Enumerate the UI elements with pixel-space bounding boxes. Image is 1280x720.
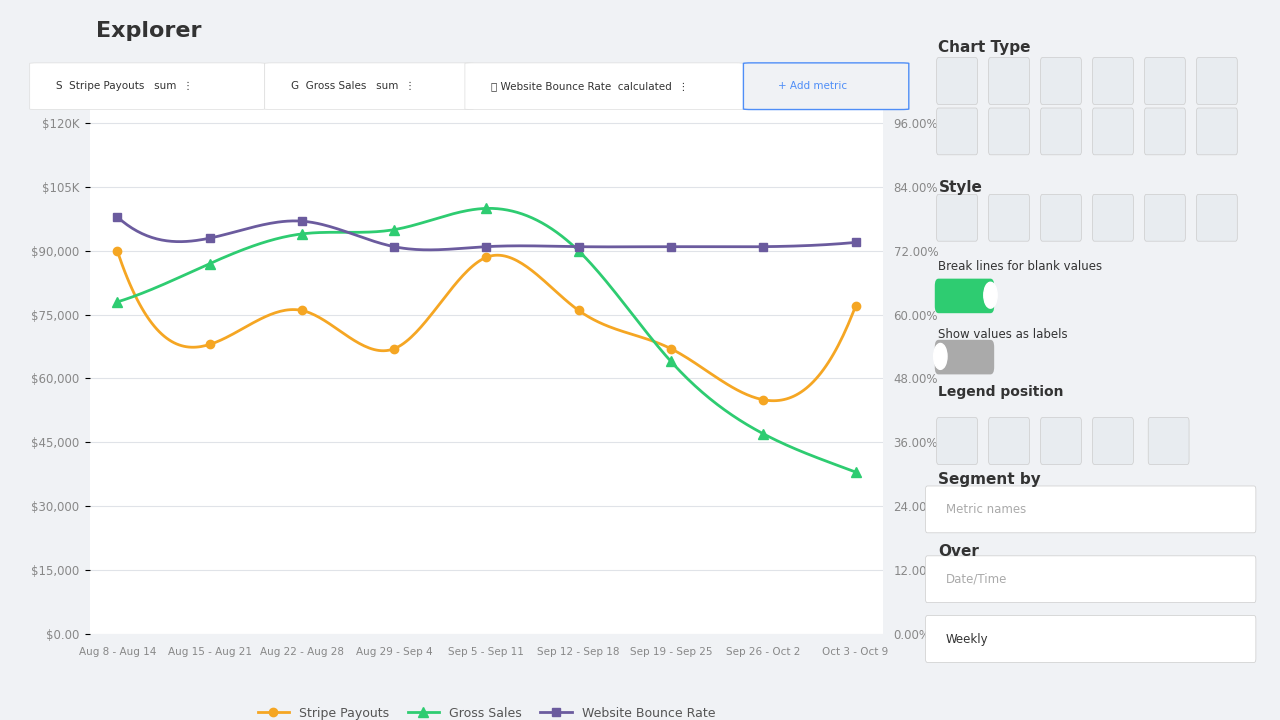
FancyBboxPatch shape bbox=[988, 418, 1029, 464]
Text: Metric names: Metric names bbox=[946, 503, 1027, 516]
Text: Break lines for blank values: Break lines for blank values bbox=[938, 260, 1102, 273]
Text: Style: Style bbox=[938, 180, 982, 195]
Text: Segment by: Segment by bbox=[938, 472, 1041, 487]
FancyBboxPatch shape bbox=[1144, 108, 1185, 155]
FancyBboxPatch shape bbox=[1148, 418, 1189, 464]
FancyBboxPatch shape bbox=[925, 556, 1256, 603]
Text: Show values as labels: Show values as labels bbox=[938, 328, 1068, 341]
FancyBboxPatch shape bbox=[265, 63, 474, 109]
FancyBboxPatch shape bbox=[1041, 194, 1082, 241]
FancyBboxPatch shape bbox=[937, 108, 978, 155]
FancyBboxPatch shape bbox=[937, 418, 978, 464]
FancyBboxPatch shape bbox=[1197, 58, 1238, 104]
FancyBboxPatch shape bbox=[988, 108, 1029, 155]
FancyBboxPatch shape bbox=[1041, 58, 1082, 104]
Text: Over: Over bbox=[938, 544, 979, 559]
FancyBboxPatch shape bbox=[1093, 58, 1133, 104]
Text: Chart Type: Chart Type bbox=[938, 40, 1030, 55]
Text: Legend position: Legend position bbox=[938, 385, 1064, 400]
Text: Date/Time: Date/Time bbox=[946, 572, 1007, 585]
Text: 📊 Website Bounce Rate  calculated  ⋮: 📊 Website Bounce Rate calculated ⋮ bbox=[492, 81, 689, 91]
FancyBboxPatch shape bbox=[29, 63, 265, 109]
FancyBboxPatch shape bbox=[1144, 194, 1185, 241]
FancyBboxPatch shape bbox=[937, 58, 978, 104]
Text: Explorer: Explorer bbox=[96, 21, 201, 40]
FancyBboxPatch shape bbox=[934, 340, 995, 374]
FancyBboxPatch shape bbox=[925, 616, 1256, 662]
FancyBboxPatch shape bbox=[1041, 108, 1082, 155]
Circle shape bbox=[984, 282, 997, 308]
Text: G  Gross Sales   sum  ⋮: G Gross Sales sum ⋮ bbox=[291, 81, 415, 91]
FancyBboxPatch shape bbox=[1093, 194, 1133, 241]
FancyBboxPatch shape bbox=[465, 63, 744, 109]
Text: S  Stripe Payouts   sum  ⋮: S Stripe Payouts sum ⋮ bbox=[56, 81, 193, 91]
FancyBboxPatch shape bbox=[988, 194, 1029, 241]
FancyBboxPatch shape bbox=[925, 486, 1256, 533]
FancyBboxPatch shape bbox=[1041, 418, 1082, 464]
FancyBboxPatch shape bbox=[988, 58, 1029, 104]
FancyBboxPatch shape bbox=[744, 63, 909, 109]
FancyBboxPatch shape bbox=[1093, 418, 1133, 464]
Legend: Stripe Payouts, Gross Sales, Website Bounce Rate: Stripe Payouts, Gross Sales, Website Bou… bbox=[252, 701, 721, 720]
Circle shape bbox=[933, 343, 947, 369]
FancyBboxPatch shape bbox=[1197, 108, 1238, 155]
Text: Weekly: Weekly bbox=[946, 633, 988, 646]
FancyBboxPatch shape bbox=[934, 279, 995, 313]
FancyBboxPatch shape bbox=[1197, 194, 1238, 241]
FancyBboxPatch shape bbox=[1093, 108, 1133, 155]
FancyBboxPatch shape bbox=[1144, 58, 1185, 104]
FancyBboxPatch shape bbox=[937, 194, 978, 241]
Text: + Add metric: + Add metric bbox=[778, 81, 847, 91]
